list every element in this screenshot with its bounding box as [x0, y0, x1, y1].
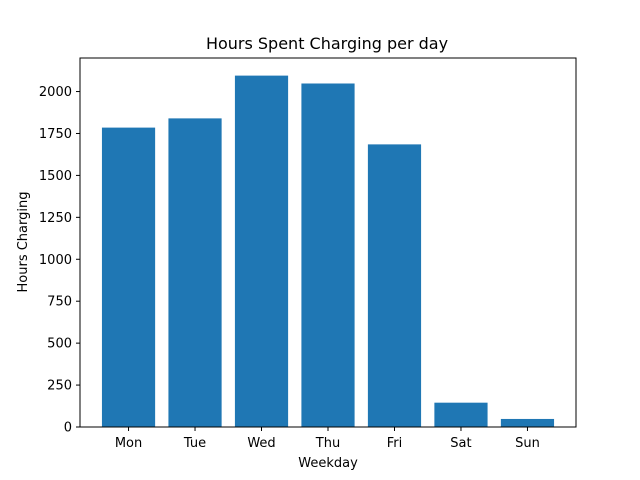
chart-title: Hours Spent Charging per day [206, 34, 448, 53]
y-tick-label: 1250 [39, 211, 72, 226]
y-tick-label: 1750 [39, 127, 72, 142]
x-tick-label: Thu [315, 436, 340, 451]
bar-fri [367, 144, 422, 427]
x-axis: Mon Tue Wed Thu Fri Sat Sun [115, 427, 540, 451]
bar-mon [101, 127, 156, 428]
y-tick-label: 750 [47, 295, 72, 310]
y-tick-label: 1500 [39, 169, 72, 184]
x-tick-label: Fri [387, 436, 403, 451]
bars-group [101, 75, 555, 428]
x-tick-label: Sun [515, 436, 540, 451]
x-tick-label: Mon [115, 436, 142, 451]
x-axis-label: Weekday [298, 456, 358, 471]
y-axis-label: Hours Charging [16, 192, 31, 293]
x-tick-label: Sat [450, 436, 471, 451]
bar-thu [301, 83, 355, 428]
bar-tue [168, 118, 222, 427]
bar-sat [434, 402, 488, 427]
bar-sun [500, 418, 555, 427]
y-tick-label: 2000 [39, 85, 72, 100]
y-axis: 0 250 500 750 1000 1250 1500 1750 2000 [39, 85, 80, 436]
x-tick-label: Wed [247, 436, 275, 451]
y-tick-label: 1000 [39, 253, 72, 268]
bar-wed [234, 75, 289, 428]
y-tick-label: 500 [47, 337, 72, 352]
plot-frame [79, 57, 577, 428]
y-tick-label: 0 [64, 421, 72, 436]
x-tick-label: Tue [183, 436, 206, 451]
y-tick-label: 250 [47, 379, 72, 394]
